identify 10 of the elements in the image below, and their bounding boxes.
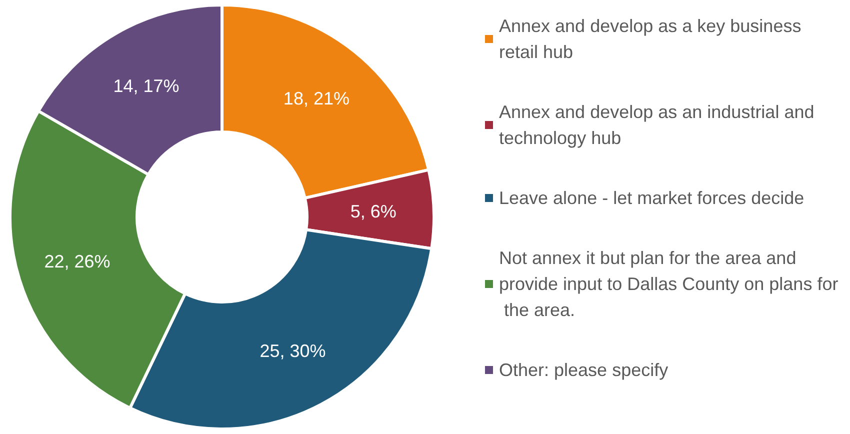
data-label: 18, 21%: [283, 88, 350, 109]
data-label: 5, 6%: [350, 201, 396, 222]
legend-label: Annex and develop as an industrial and technology hub: [499, 102, 820, 148]
data-label: 25, 30%: [260, 340, 326, 361]
legend-label: Other: please specify: [499, 360, 668, 380]
data-label: 22, 26%: [44, 252, 110, 272]
legend-label: Annex and develop as a key business retail hub: [499, 16, 806, 62]
legend-label: Not annex it but plan for the area and provide input to Dallas County on plans for the area.: [499, 248, 838, 320]
legend-label: Leave alone - let market forces decide: [499, 188, 804, 208]
data-label: 14, 17%: [113, 76, 180, 96]
